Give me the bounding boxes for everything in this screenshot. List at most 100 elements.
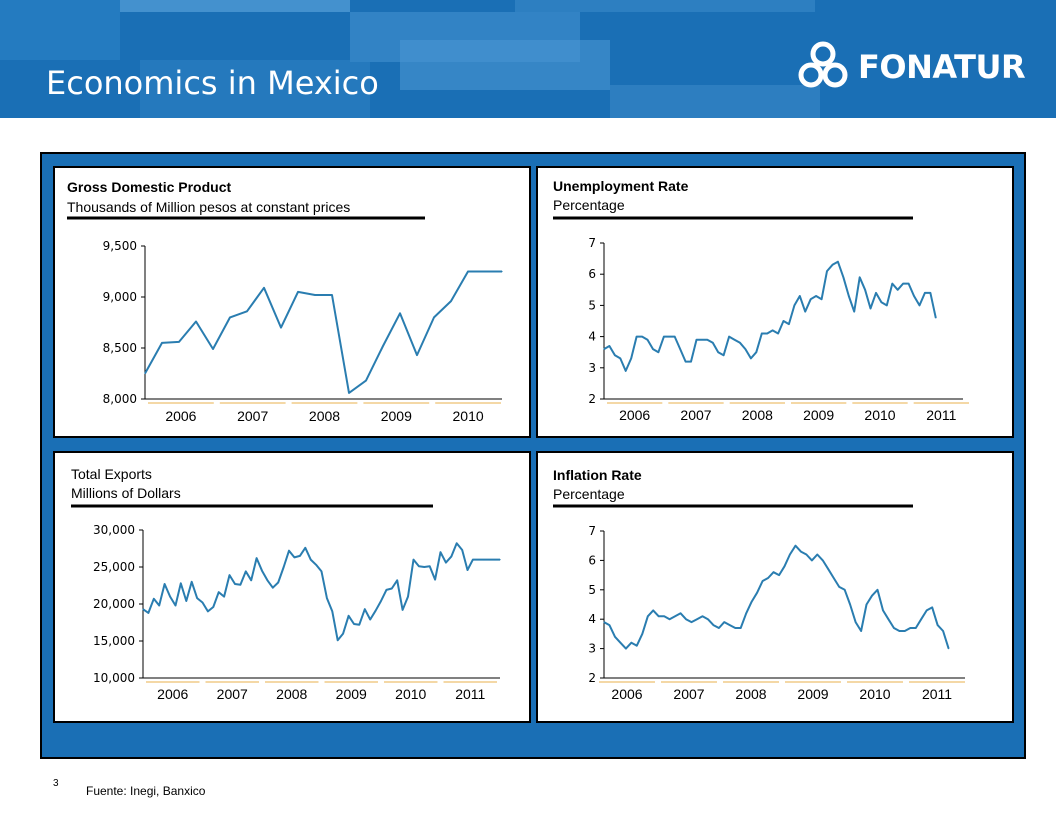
x-year-label: 2009 <box>381 408 412 424</box>
data-point <box>385 589 387 591</box>
data-point <box>679 348 681 350</box>
data-point <box>477 559 479 561</box>
x-year-label: 2010 <box>453 408 484 424</box>
y-tick-label: 9,500 <box>103 239 137 253</box>
data-point <box>674 336 676 338</box>
x-year-label: 2009 <box>797 686 828 702</box>
series-line <box>603 544 950 650</box>
data-point <box>762 580 764 582</box>
y-tick-label: 3 <box>588 361 596 375</box>
chart-title: Gross Domestic Product <box>67 179 231 195</box>
data-point <box>902 283 904 285</box>
data-point <box>849 603 851 606</box>
data-point <box>876 589 879 591</box>
data-point <box>429 565 431 567</box>
data-point <box>174 604 177 607</box>
series-line <box>603 260 937 372</box>
source-note: Fuente: Inegi, Banxico <box>86 784 206 798</box>
data-point <box>293 556 295 558</box>
data-point <box>288 550 290 552</box>
data-point <box>228 574 231 576</box>
data-point <box>636 645 638 647</box>
data-point <box>161 342 163 344</box>
data-point <box>375 610 377 612</box>
data-point <box>391 587 393 590</box>
data-point <box>838 586 840 588</box>
header-decor-block <box>120 0 350 12</box>
x-year-label: 2007 <box>680 407 711 423</box>
y-tick-label: 8,500 <box>103 341 137 355</box>
data-point <box>191 581 193 583</box>
data-point <box>931 606 933 608</box>
data-point <box>641 633 643 635</box>
data-point <box>864 289 866 291</box>
x-year-label: 2009 <box>336 686 367 702</box>
data-point <box>445 562 447 564</box>
data-point <box>418 565 420 567</box>
x-year-label: 2010 <box>859 686 890 702</box>
x-year-label: 2008 <box>742 407 773 423</box>
data-point <box>630 357 632 359</box>
data-point <box>848 295 850 297</box>
data-point <box>484 270 486 273</box>
data-point <box>690 361 692 363</box>
data-point <box>816 553 818 556</box>
data-point <box>494 559 496 561</box>
data-point <box>882 609 884 611</box>
data-point <box>744 348 746 350</box>
data-point <box>488 559 490 561</box>
data-point <box>887 618 889 620</box>
data-point <box>729 624 731 626</box>
data-point <box>304 547 306 549</box>
data-point <box>315 564 317 566</box>
data-point <box>728 336 730 338</box>
y-tick-label: 25,000 <box>93 560 135 574</box>
data-point <box>380 600 382 602</box>
data-point <box>833 577 835 579</box>
x-year-label: 2010 <box>395 686 426 702</box>
fonatur-logo: FONATUR <box>796 40 1026 94</box>
data-point <box>153 598 155 600</box>
data-point <box>915 627 917 629</box>
data-point <box>603 621 605 623</box>
data-point <box>456 542 458 544</box>
y-tick-label: 5 <box>588 583 596 597</box>
data-point <box>348 615 350 617</box>
data-point <box>920 618 922 620</box>
data-point <box>466 569 469 571</box>
data-point <box>250 579 252 581</box>
y-tick-label: 6 <box>588 267 596 281</box>
data-point <box>641 336 643 338</box>
data-point <box>353 623 355 625</box>
data-point <box>412 559 415 561</box>
data-point <box>733 339 736 341</box>
data-point <box>407 596 409 598</box>
data-point <box>929 292 931 294</box>
chart-subtitle: Thousands of Million pesos at constant p… <box>67 199 350 215</box>
data-point <box>239 584 241 586</box>
data-point <box>652 348 654 350</box>
data-point <box>663 336 665 338</box>
y-tick-label: 4 <box>588 612 596 626</box>
data-point <box>788 323 790 325</box>
data-point <box>636 336 638 338</box>
inflation-chart-panel: Inflation Rate Percentage 2 3 4 5 6 7 2006 2007 20… <box>536 451 1014 723</box>
data-point <box>142 608 144 610</box>
data-point <box>614 636 616 638</box>
gdp-chart-panel: Gross Domestic Product Thousands of Milli… <box>53 166 531 438</box>
data-point <box>669 618 671 620</box>
data-point <box>855 621 857 623</box>
chart-title: Unemployment Rate <box>553 178 689 194</box>
data-point <box>218 591 220 593</box>
y-tick-label: 4 <box>588 330 596 344</box>
data-point <box>924 292 926 294</box>
data-point <box>402 609 404 611</box>
data-point <box>783 565 786 567</box>
data-point <box>358 624 360 626</box>
data-point <box>647 615 649 617</box>
exports-chart-panel: Total Exports Millions of Dollars 10,000 15… <box>53 451 531 723</box>
data-point <box>164 583 166 585</box>
data-point <box>144 372 146 375</box>
data-point <box>207 610 209 612</box>
data-point <box>918 304 921 306</box>
